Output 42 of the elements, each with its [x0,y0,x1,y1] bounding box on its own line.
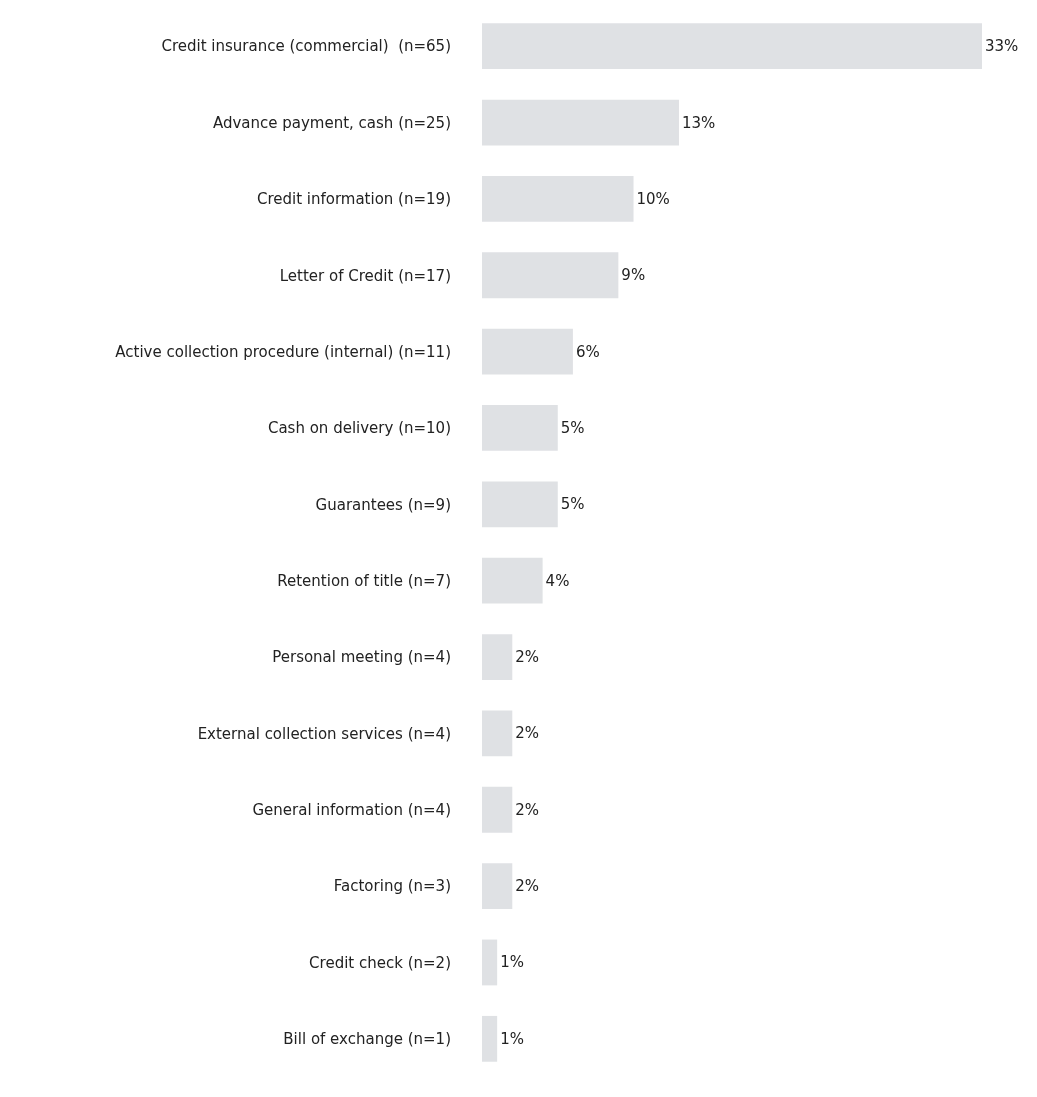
data-label: 4% [545,571,570,590]
bar [482,557,543,604]
y-tick-label: Credit information (n=19) [256,190,451,209]
y-tick-label: Advance payment, cash (n=25) [212,113,451,132]
bar [482,634,513,680]
bar [482,175,634,222]
y-tick-label: Credit check (n=2) [309,953,451,972]
y-tick-label: Bill of exchange (n=1) [283,1030,451,1049]
y-tick-label: Guarantees (n=9) [315,495,451,514]
bar [482,863,513,910]
y-tick-label: Personal meeting (n=4) [272,648,451,667]
data-label: 33% [985,37,1019,56]
bar [482,99,679,146]
data-label: 1% [500,1029,524,1048]
data-label: 2% [515,877,540,896]
data-label: 5% [560,418,585,437]
data-label: 2% [515,724,540,743]
data-label: 9% [621,266,646,285]
y-tick-label: Cash on delivery (n=10) [267,419,451,438]
data-label: 6% [575,342,600,361]
y-tick-label: Credit insurance (commercial) (n=65) [161,37,451,56]
data-label: 2% [515,800,540,819]
bar [482,710,513,757]
y-tick-label: Factoring (n=3) [333,877,451,896]
bar [482,23,982,70]
bar [482,1015,498,1062]
bar [482,939,498,986]
bar [482,405,558,451]
data-label: 1% [500,953,524,972]
bar [482,328,573,375]
y-tick-label: Retention of title (n=7) [277,571,451,590]
y-tick-label: Letter of Credit (n=17) [279,266,451,285]
data-label: 10% [636,189,670,208]
data-label: 2% [515,648,540,667]
y-tick-label: General information (n=4) [252,801,451,819]
bar [482,786,513,833]
y-tick-label: Active collection procedure (internal) (n=11) [115,342,451,361]
bar [482,252,619,299]
data-label: 13% [681,113,716,132]
bar [482,481,558,528]
y-tick-label: External collection services (n=4) [197,724,451,743]
data-label: 5% [560,495,585,514]
